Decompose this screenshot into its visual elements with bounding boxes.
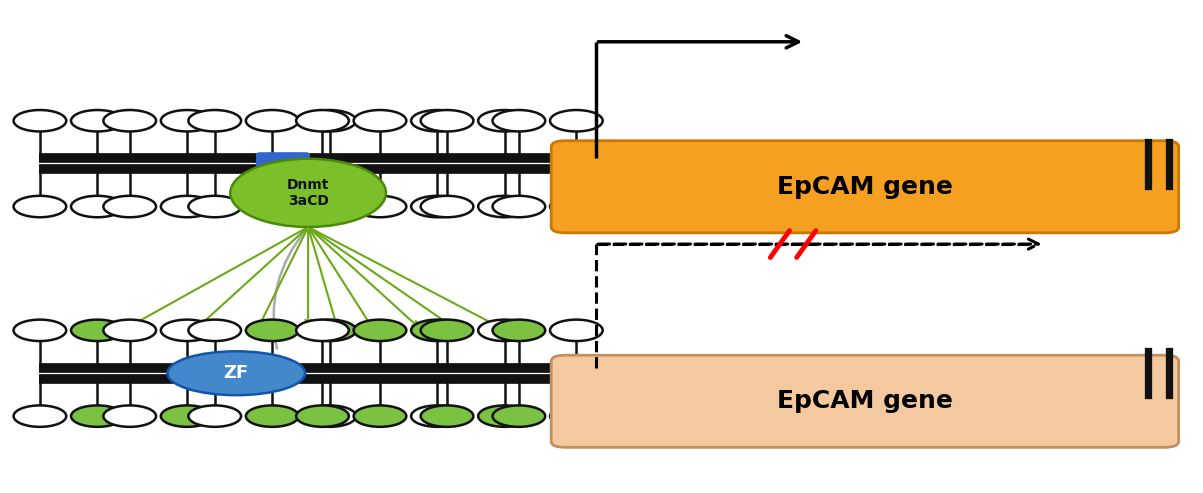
Circle shape <box>421 319 473 341</box>
Circle shape <box>354 110 407 132</box>
Circle shape <box>296 110 349 132</box>
Text: EpCAM gene: EpCAM gene <box>777 175 953 199</box>
Circle shape <box>13 196 66 217</box>
Circle shape <box>550 319 603 341</box>
Circle shape <box>303 319 356 341</box>
Circle shape <box>303 405 356 427</box>
Circle shape <box>13 405 66 427</box>
Circle shape <box>103 196 156 217</box>
Circle shape <box>71 110 124 132</box>
FancyBboxPatch shape <box>551 355 1179 447</box>
Text: Dnmt
3aCD: Dnmt 3aCD <box>288 178 330 208</box>
Circle shape <box>492 196 545 217</box>
Circle shape <box>245 196 298 217</box>
Circle shape <box>161 319 213 341</box>
Circle shape <box>550 196 603 217</box>
Circle shape <box>411 319 464 341</box>
Circle shape <box>303 196 356 217</box>
Circle shape <box>296 405 349 427</box>
FancyBboxPatch shape <box>256 153 309 175</box>
Circle shape <box>189 319 241 341</box>
Circle shape <box>550 405 603 427</box>
Text: ZF: ZF <box>224 364 249 382</box>
Circle shape <box>13 319 66 341</box>
Circle shape <box>354 405 407 427</box>
Circle shape <box>13 110 66 132</box>
Circle shape <box>492 405 545 427</box>
Circle shape <box>550 110 603 132</box>
Circle shape <box>421 196 473 217</box>
Circle shape <box>103 405 156 427</box>
Text: EpCAM gene: EpCAM gene <box>777 389 953 413</box>
Circle shape <box>103 110 156 132</box>
Circle shape <box>354 319 407 341</box>
Ellipse shape <box>230 159 386 227</box>
Circle shape <box>245 110 298 132</box>
Circle shape <box>411 405 464 427</box>
Circle shape <box>411 196 464 217</box>
Circle shape <box>421 405 473 427</box>
Circle shape <box>303 110 356 132</box>
Circle shape <box>189 196 241 217</box>
Circle shape <box>478 319 531 341</box>
Circle shape <box>71 319 124 341</box>
Circle shape <box>492 110 545 132</box>
Circle shape <box>421 110 473 132</box>
Circle shape <box>296 196 349 217</box>
FancyBboxPatch shape <box>551 141 1179 233</box>
Circle shape <box>296 319 349 341</box>
Circle shape <box>492 319 545 341</box>
Circle shape <box>161 110 213 132</box>
Circle shape <box>411 110 464 132</box>
Circle shape <box>161 196 213 217</box>
Circle shape <box>478 110 531 132</box>
Circle shape <box>478 196 531 217</box>
Circle shape <box>71 405 124 427</box>
Circle shape <box>103 319 156 341</box>
Circle shape <box>161 405 213 427</box>
Circle shape <box>189 405 241 427</box>
Circle shape <box>354 196 407 217</box>
Circle shape <box>245 319 298 341</box>
Circle shape <box>245 405 298 427</box>
Circle shape <box>189 110 241 132</box>
Circle shape <box>71 196 124 217</box>
Circle shape <box>478 405 531 427</box>
Ellipse shape <box>167 352 306 395</box>
